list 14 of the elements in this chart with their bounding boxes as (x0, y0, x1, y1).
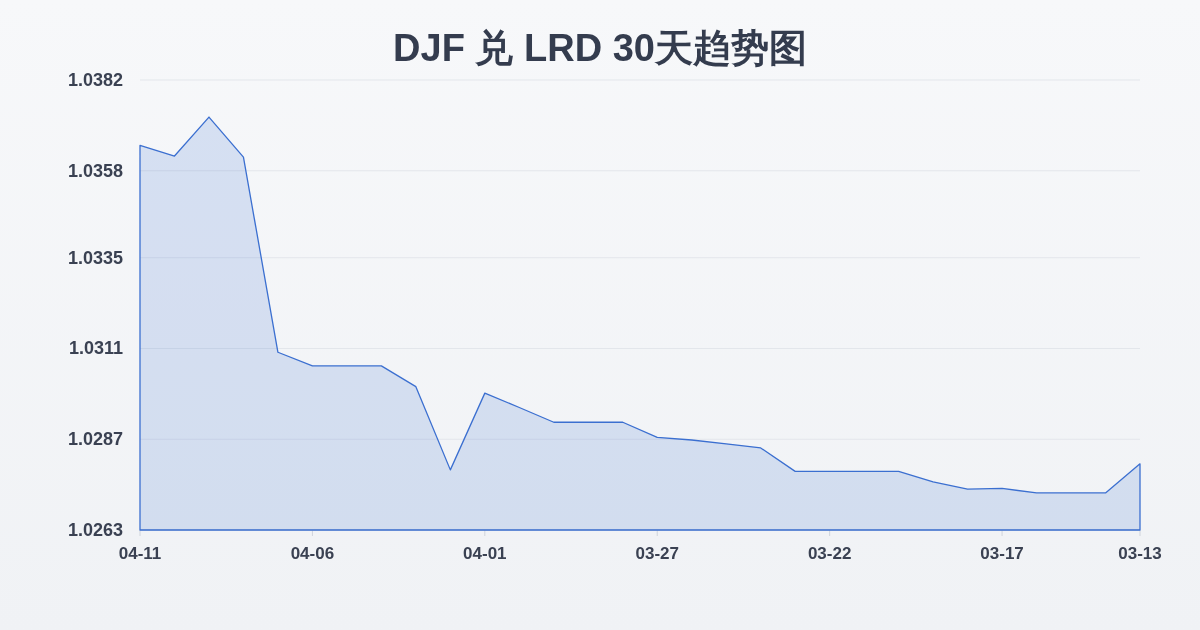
chart-title: DJF 兑 LRD 30天趋势图 (393, 27, 807, 69)
x-tick-label: 04-01 (463, 544, 507, 563)
y-tick-label: 1.0382 (67, 70, 123, 90)
y-tick-label: 1.0358 (67, 160, 123, 181)
y-tick-label: 1.0335 (67, 247, 123, 268)
y-tick-label: 1.0263 (67, 520, 123, 540)
y-tick-label: 1.0287 (67, 429, 123, 450)
y-tick-label: 1.0311 (68, 338, 123, 359)
x-tick-label: 03-22 (807, 544, 852, 563)
x-tick-label: 03-17 (980, 544, 1024, 563)
x-tick-label: 03-27 (635, 544, 679, 563)
x-tick-label: 04-06 (290, 544, 335, 563)
x-tick-label: 04-11 (118, 544, 162, 563)
x-tick-label: 03-13 (1118, 544, 1162, 563)
